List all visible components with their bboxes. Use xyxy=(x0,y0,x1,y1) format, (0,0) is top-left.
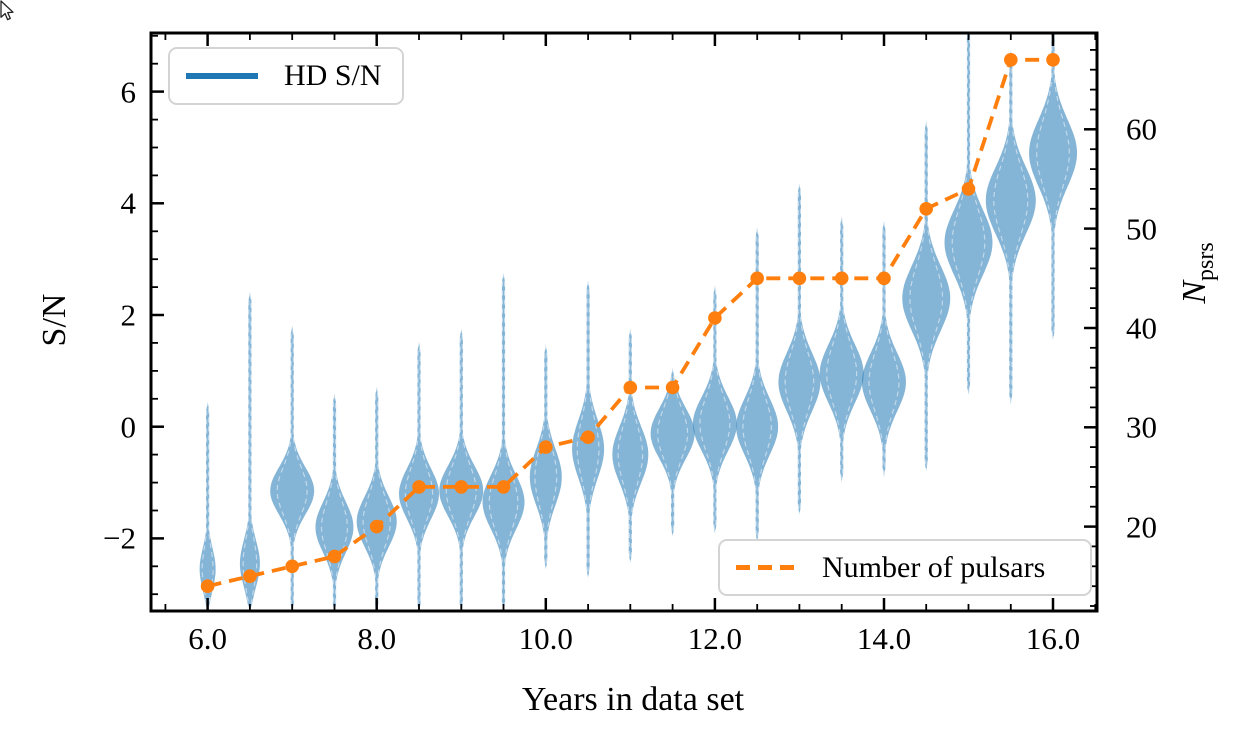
npsrs-marker xyxy=(243,569,257,583)
violin-inner-contour xyxy=(201,401,214,611)
violin xyxy=(270,325,315,611)
violin xyxy=(356,386,397,611)
violin xyxy=(985,49,1036,405)
npsrs-marker xyxy=(750,271,764,286)
violin-inner-contour xyxy=(993,49,1029,405)
violin xyxy=(902,120,951,472)
npsrs-marker xyxy=(792,271,807,286)
y-left-tick-label: 2 xyxy=(120,297,137,333)
npsrs-marker xyxy=(539,440,553,454)
violin xyxy=(1029,33,1077,341)
violin xyxy=(650,367,695,537)
npsrs-marker xyxy=(581,430,595,445)
y-right-tick-label: 30 xyxy=(1126,409,1157,445)
y-right-tick-label: 40 xyxy=(1126,310,1157,346)
legend-hd-sn: HD S/N xyxy=(168,47,404,105)
violin-series xyxy=(199,33,1077,611)
violin xyxy=(482,272,525,611)
y-right-tick-label: 60 xyxy=(1126,111,1157,147)
y-axis-label-right-symbol: N xyxy=(1176,280,1214,304)
x-tick-label: 10.0 xyxy=(518,621,573,656)
mouse-cursor-icon xyxy=(0,0,14,21)
legend-number-of-pulsars: Number of pulsars xyxy=(718,539,1092,596)
npsrs-marker xyxy=(285,559,300,574)
legend-label-number-of-pulsars: Number of pulsars xyxy=(822,550,1046,584)
npsrs-marker xyxy=(708,311,722,325)
violin xyxy=(612,328,649,563)
npsrs-marker xyxy=(834,271,849,286)
violin xyxy=(529,344,562,570)
violin xyxy=(862,220,906,477)
violin-inner-contour xyxy=(534,344,558,570)
npsrs-marker xyxy=(877,271,891,286)
x-tick-label: 12.0 xyxy=(687,621,742,656)
x-tick-label: 14.0 xyxy=(856,621,912,656)
y-left-tick-label: 4 xyxy=(120,185,137,221)
y-axis-label-left: S/N xyxy=(36,293,73,347)
violin-inner-contour xyxy=(617,328,644,564)
violin xyxy=(572,280,605,579)
legend-label-hd-sn: HD S/N xyxy=(284,59,382,92)
violin-inner-contour xyxy=(868,220,900,478)
npsrs-marker xyxy=(496,480,511,494)
npsrs-marker xyxy=(961,182,976,196)
violin xyxy=(944,33,993,395)
npsrs-marker xyxy=(327,549,342,564)
npsrs-marker xyxy=(665,380,680,395)
violin-inner-contour xyxy=(276,325,308,611)
plot-border xyxy=(149,31,1099,613)
violin-inner-contour xyxy=(699,285,731,534)
violin xyxy=(399,341,439,611)
npsrs-marker xyxy=(1046,53,1060,67)
violin-inner-contour xyxy=(657,367,689,537)
violin xyxy=(736,227,779,543)
x-tick-label: 6.0 xyxy=(188,621,228,656)
violin-inner-contour xyxy=(951,33,986,395)
npsrs-marker xyxy=(623,380,638,395)
y-axis-label-right: Npsrs xyxy=(1176,242,1220,303)
npsrs-marker xyxy=(412,480,426,494)
npsrs-line-series xyxy=(200,53,1060,593)
violin-inner-contour xyxy=(826,216,858,483)
y-right-tick-label: 50 xyxy=(1126,211,1157,247)
y-axis-label-right-subscript: psrs xyxy=(1192,242,1219,281)
y-left-tick-label: 0 xyxy=(120,409,137,445)
violin-inner-contour xyxy=(1036,33,1070,341)
violin-inner-contour xyxy=(784,183,815,515)
y-right-tick-label: 20 xyxy=(1126,509,1157,545)
violin xyxy=(778,183,821,515)
violin-inner-contour xyxy=(404,341,434,611)
violin xyxy=(315,393,354,611)
violin xyxy=(239,291,260,611)
y-left-tick-label: −2 xyxy=(103,520,136,556)
x-tick-label: 8.0 xyxy=(357,621,397,656)
violin xyxy=(692,285,737,534)
violin xyxy=(819,216,864,483)
npsrs-marker xyxy=(919,202,933,216)
x-axis-label: Years in data set xyxy=(521,681,745,718)
violin-inner-contour xyxy=(362,386,391,611)
violin xyxy=(199,401,216,611)
npsrs-marker xyxy=(369,519,384,534)
legend-dashed-swatch-orange xyxy=(736,565,800,570)
y-left-tick-label: 6 xyxy=(120,74,137,110)
violin xyxy=(439,328,484,611)
violin-inner-contour xyxy=(576,280,600,579)
violin-inner-contour xyxy=(320,393,349,611)
npsrs-marker xyxy=(454,480,469,494)
violin-inner-contour xyxy=(909,120,944,472)
legend-line-swatch-blue xyxy=(186,72,258,80)
npsrs-marker xyxy=(200,579,215,593)
x-tick-label: 16.0 xyxy=(1025,621,1081,656)
npsrs-marker xyxy=(1004,53,1018,67)
